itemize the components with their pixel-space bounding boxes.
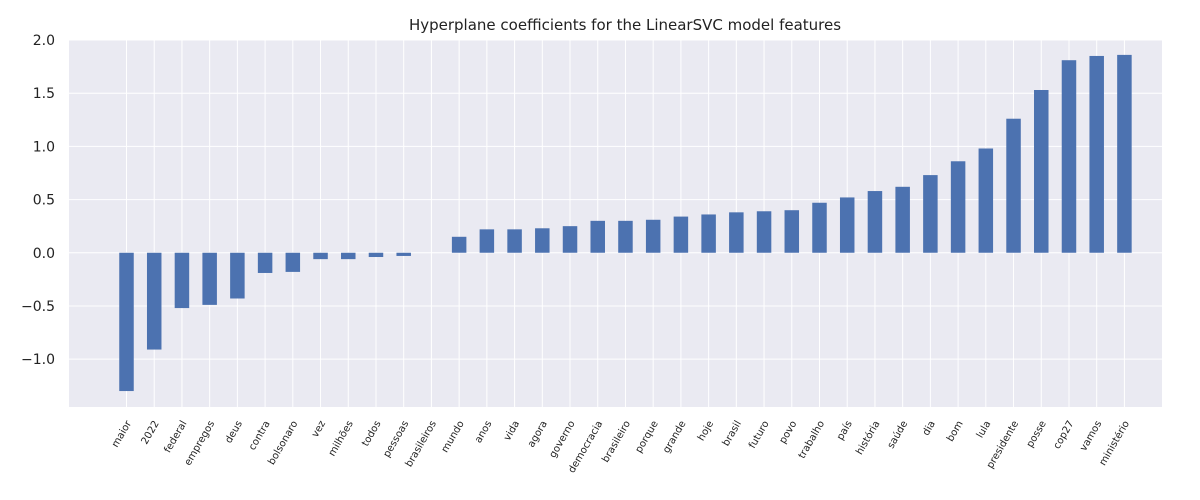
x-tick-label: bom — [945, 419, 966, 444]
x-tick-label: brasil — [721, 419, 744, 448]
bar-porque — [645, 219, 661, 253]
y-tick-label: −1.0 — [21, 352, 55, 368]
y-tick-label: 2.0 — [33, 33, 55, 49]
bar-posse — [1034, 89, 1049, 253]
bar-grande — [673, 216, 689, 253]
bar-contra — [257, 252, 273, 273]
bar-maior — [119, 252, 134, 392]
x-tick-label: futuro — [747, 419, 772, 451]
y-tick-label: 0.0 — [33, 246, 55, 262]
y-axis-ticks: −1.0 −0.5 0.0 0.5 1.0 1.5 2.0 — [21, 33, 55, 368]
x-tick-label: país — [834, 419, 855, 443]
x-tick-label: porque — [634, 419, 661, 455]
bar-história — [867, 191, 883, 253]
x-tick-label: vamos — [1078, 419, 1104, 453]
bar-brasil — [729, 212, 744, 253]
bar-empregos — [202, 252, 217, 305]
bar-ministério — [1117, 54, 1132, 253]
x-tick-label: deus — [223, 419, 245, 445]
x-tick-label: vez — [310, 419, 328, 440]
bar-federal — [174, 252, 190, 309]
x-tick-label: dia — [921, 419, 938, 438]
y-tick-label: −0.5 — [21, 299, 55, 315]
x-tick-label: povo — [778, 419, 800, 446]
x-tick-label: federal — [162, 419, 189, 455]
bar-presidente — [1006, 118, 1021, 253]
x-tick-label: posse — [1025, 419, 1049, 450]
x-tick-label: hoje — [696, 419, 716, 443]
x-tick-label: maior — [110, 418, 134, 449]
bar-futuro — [756, 211, 772, 253]
x-tick-label: todos — [360, 419, 383, 449]
bar-2022 — [146, 252, 162, 350]
bars — [119, 54, 1132, 392]
x-tick-label: 2022 — [140, 419, 162, 447]
y-tick-label: 1.5 — [33, 86, 55, 102]
x-tick-label: milhões — [327, 419, 356, 458]
bar-democracia — [590, 220, 605, 253]
bar-país — [839, 197, 855, 253]
x-tick-label: anos — [473, 419, 494, 445]
x-tick-label: vida — [502, 419, 522, 443]
bar-vida — [507, 229, 522, 253]
bar-trabalho — [812, 202, 827, 253]
x-tick-label: governo — [548, 419, 578, 460]
x-tick-label: cop27 — [1052, 419, 1077, 451]
bar-deus — [230, 252, 245, 299]
x-tick-label: mundo — [440, 419, 467, 455]
bar-bolsonaro — [285, 252, 301, 272]
bar-pessoas — [396, 252, 411, 256]
bar-mundo — [451, 236, 467, 253]
bar-vamos — [1089, 55, 1104, 253]
x-tick-label: saúde — [885, 419, 910, 451]
bar-saúde — [895, 186, 910, 253]
x-tick-label: agora — [526, 419, 550, 449]
bar-vez — [313, 252, 328, 260]
bar-bom — [950, 161, 966, 253]
x-tick-label: lula — [975, 419, 994, 440]
plot-area — [69, 40, 1162, 407]
x-tick-label: contra — [247, 419, 273, 452]
bar-anos — [479, 229, 495, 253]
bar-agora — [535, 228, 550, 253]
bar-lula — [978, 148, 994, 253]
y-tick-label: 1.0 — [33, 139, 55, 155]
bar-milhões — [341, 252, 356, 260]
bar-governo — [562, 226, 578, 253]
x-tick-label: brasileiro — [600, 419, 633, 465]
bar-povo — [784, 210, 800, 253]
bar-dia — [923, 175, 938, 253]
bar-hoje — [701, 214, 716, 253]
chart-title: Hyperplane coefficients for the LinearSV… — [409, 16, 841, 34]
x-tick-label: trabalho — [797, 419, 827, 461]
bar-brasileiro — [618, 220, 633, 253]
bar-todos — [368, 252, 384, 258]
y-tick-label: 0.5 — [33, 193, 55, 209]
bar-cop27 — [1061, 60, 1077, 253]
x-tick-label: pessoas — [382, 419, 412, 459]
x-tick-label: grande — [661, 419, 688, 455]
x-tick-label: história — [853, 419, 882, 457]
